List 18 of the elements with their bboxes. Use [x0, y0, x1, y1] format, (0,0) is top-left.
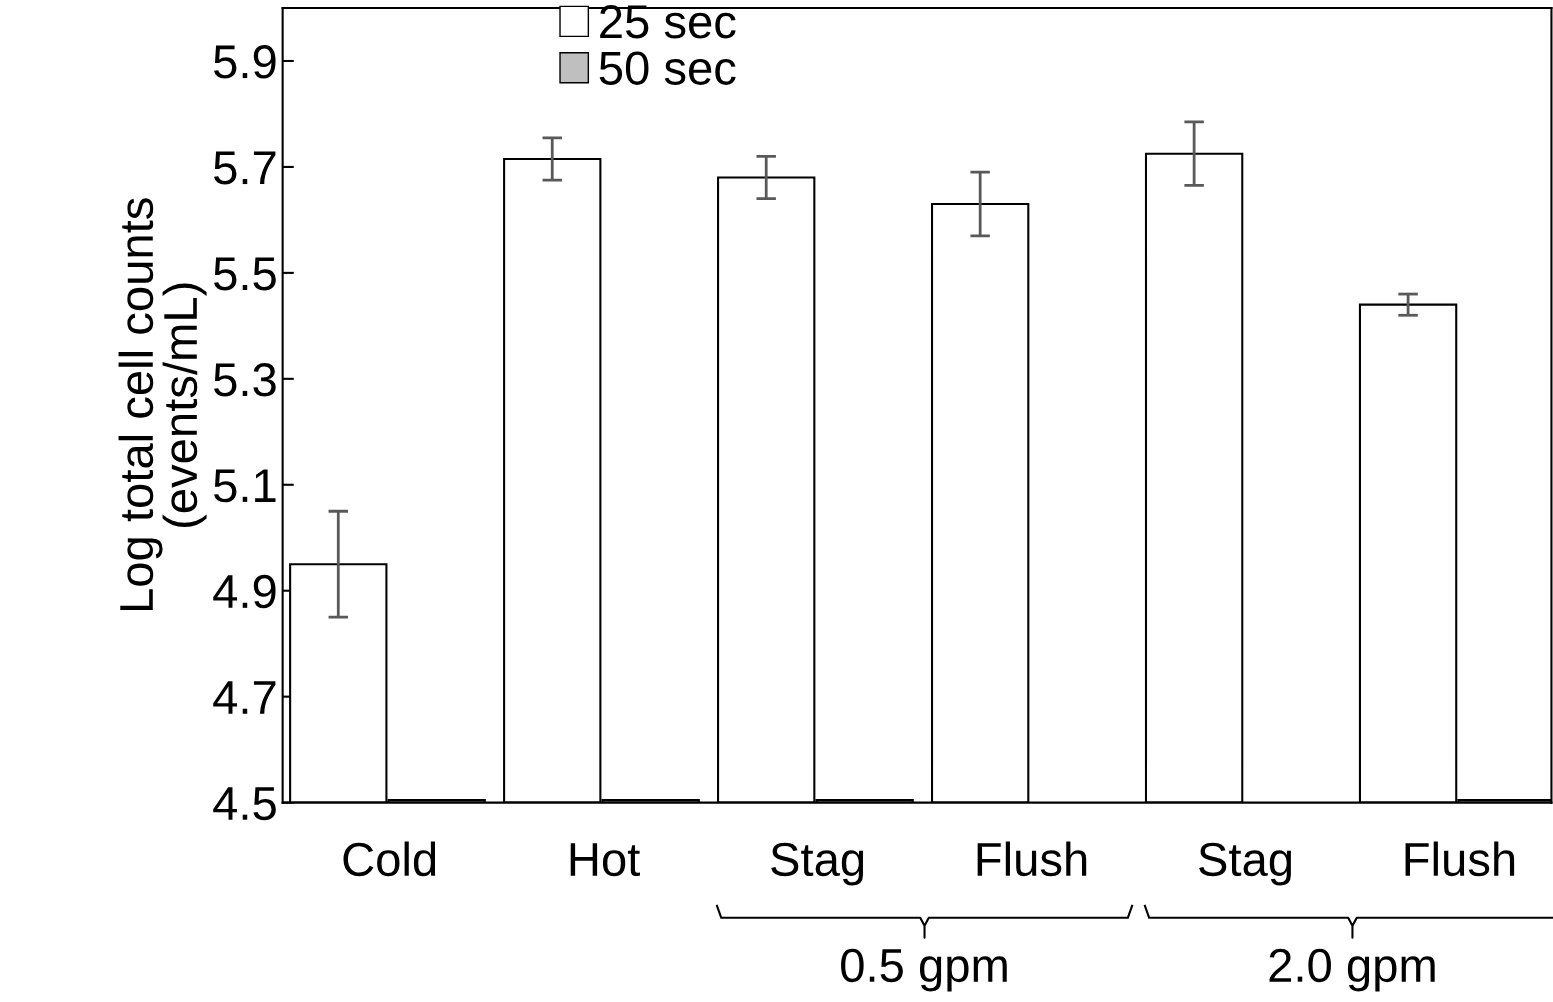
y-tick-label: 5.7: [214, 151, 276, 185]
x-tick-label: Stag: [1199, 842, 1292, 886]
x-tick-label: Stag: [771, 842, 864, 886]
x-tick-label: Flush: [1405, 841, 1515, 877]
x-tick-label: Hot: [570, 843, 640, 877]
y-tick-label: 5.9: [214, 45, 276, 79]
y-tick-label: 5.1: [214, 469, 276, 503]
text: 0.5 gpm: [841, 948, 1007, 992]
y-tick-label: 5.5: [214, 257, 276, 291]
x-tick-label: Flush: [977, 841, 1087, 877]
x-tick-label: Cold: [343, 841, 436, 877]
legend-label: 50 sec: [599, 51, 736, 85]
y-tick-label: 4.5: [213, 787, 276, 821]
y-tick-label: 4.9: [213, 574, 276, 609]
y-tick-label: 5.3: [214, 362, 276, 397]
y-tick-label: 4.7: [213, 681, 276, 714]
text: 2.0 gpm: [1269, 948, 1435, 992]
y-axis-title: Log total cell counts (events/mL): [118, 198, 207, 611]
